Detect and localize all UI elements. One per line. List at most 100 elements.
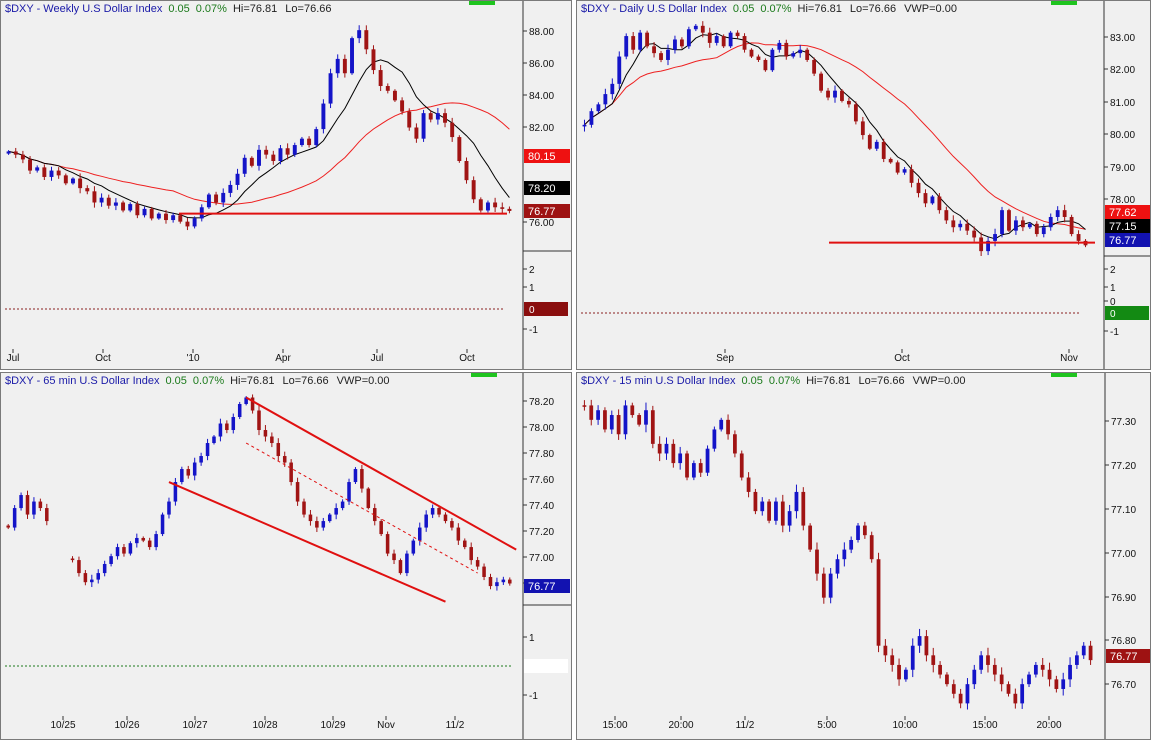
candle-body xyxy=(109,556,113,564)
candle-body xyxy=(1075,655,1079,665)
candle-body xyxy=(321,521,326,528)
candle-body xyxy=(671,443,676,464)
panel-tab[interactable] xyxy=(1051,373,1077,377)
candle-body xyxy=(456,527,461,541)
candle-body xyxy=(904,669,908,680)
weekly-chart-panel[interactable]: $DXY - Weekly U.S Dollar Index 0.05 0.07% H… xyxy=(0,0,572,370)
candle-body xyxy=(596,104,601,112)
15min-chart-panel[interactable]: $DXY - 15 min U.S Dollar Index 0.05 0.07% H… xyxy=(576,372,1151,740)
candle-body xyxy=(443,514,448,522)
candle-body xyxy=(609,415,614,430)
chart-title: $DXY - 15 min U.S Dollar Index xyxy=(581,375,736,387)
candle-body xyxy=(596,410,600,420)
fast-moving-average xyxy=(8,59,510,219)
candle-body xyxy=(673,39,677,50)
candle-body xyxy=(443,113,447,123)
candle-body xyxy=(271,154,276,162)
candle-body xyxy=(335,58,340,74)
candle-body xyxy=(951,684,956,694)
candle-body xyxy=(819,73,823,91)
candle-body xyxy=(167,501,171,515)
panel-tab[interactable] xyxy=(471,373,497,377)
65min-chart-panel[interactable]: $DXY - 65 min U.S Dollar Index 0.05 0.07% H… xyxy=(0,372,572,740)
candle-body xyxy=(1041,227,1046,235)
candle-body xyxy=(308,514,313,522)
candle-body xyxy=(944,210,949,221)
candle-body xyxy=(833,90,837,98)
candle-body xyxy=(910,645,915,670)
price-tag xyxy=(524,181,570,195)
candle-body xyxy=(192,218,197,227)
candle-body xyxy=(49,170,54,177)
candle-body xyxy=(986,655,990,665)
candle-body xyxy=(666,49,670,60)
candle-body xyxy=(482,566,486,577)
x-tick-label: Apr xyxy=(275,353,291,364)
candle-body xyxy=(32,501,36,515)
candle-body xyxy=(414,127,419,139)
candle-body xyxy=(1020,220,1025,228)
candle-body xyxy=(770,49,775,71)
candle-body xyxy=(364,30,369,50)
candle-body xyxy=(321,103,326,130)
candle-body xyxy=(366,488,371,509)
panel-tab[interactable] xyxy=(469,1,495,5)
candle-body xyxy=(679,39,684,47)
candle-body xyxy=(45,508,49,522)
candle-body xyxy=(1062,210,1067,217)
candle-body xyxy=(113,202,118,206)
x-tick-label: Nov xyxy=(1060,353,1078,364)
candle-body xyxy=(719,419,724,430)
candle-body xyxy=(508,579,512,584)
65min-chart-canvas[interactable]: 78.2078.0077.8077.6077.4077.2077.0076.80… xyxy=(1,373,571,739)
y-tick-label: 77.10 xyxy=(1111,505,1136,516)
candle-body xyxy=(430,508,435,515)
x-tick-label: Nov xyxy=(377,720,395,731)
candle-body xyxy=(979,237,984,252)
candle-body xyxy=(212,436,216,444)
sub-tick-label: 2 xyxy=(529,265,535,276)
candle-body xyxy=(801,491,806,526)
x-tick-label: Oct xyxy=(95,353,111,364)
x-tick-label: 10/27 xyxy=(182,720,207,731)
candle-body xyxy=(760,501,765,512)
y-tick-label: 77.30 xyxy=(1111,417,1136,428)
x-tick-label: 10/26 xyxy=(114,720,139,731)
price-tag-label: 76.77 xyxy=(528,581,556,593)
x-tick-label: Jul xyxy=(7,353,20,364)
lo-value: Lo=76.66 xyxy=(849,3,897,15)
y-tick-label: 76.70 xyxy=(1111,680,1136,691)
y-tick-label: 84.00 xyxy=(529,91,554,102)
candle-body xyxy=(644,410,648,425)
x-tick-label: Oct xyxy=(894,353,910,364)
candle-body xyxy=(700,25,705,33)
candle-body xyxy=(603,94,608,105)
candle-body xyxy=(787,511,792,526)
candle-body xyxy=(624,36,629,57)
fast-moving-average xyxy=(584,32,1086,240)
candle-body xyxy=(749,49,754,57)
candle-body xyxy=(733,434,737,454)
change-value: 0.05 xyxy=(741,375,763,387)
candle-body xyxy=(421,113,426,139)
zero-band xyxy=(1105,306,1149,320)
daily-chart-panel[interactable]: $DXY - Daily U.S Dollar Index 0.05 0.07% Hi… xyxy=(576,0,1151,370)
candle-body xyxy=(12,508,17,528)
candle-body xyxy=(1068,664,1072,680)
weekly-chart-canvas[interactable]: 88.00 86.00 84.00 82.00 76.00 2 1 -1 Jul Oct '10 Ap… xyxy=(1,1,571,369)
daily-chart-canvas[interactable]: 83.00 82.00 81.00 80.00 79.00 78.00 2 1 0 -1 Sep Oc… xyxy=(577,1,1150,369)
channel-upper-line xyxy=(245,396,517,551)
vwp-value: VWP=0.00 xyxy=(904,3,957,15)
sub-tick-label: 0 xyxy=(1110,297,1116,308)
candle-body xyxy=(135,537,139,544)
candle-body xyxy=(407,111,412,128)
candle-body xyxy=(38,501,43,509)
panel-tab[interactable] xyxy=(1051,1,1077,5)
x-tick-label: 11/2 xyxy=(736,720,755,731)
candle-body xyxy=(739,453,744,478)
candle-body xyxy=(686,29,691,47)
15min-chart-canvas[interactable]: 77.30 77.20 77.10 77.00 76.90 76.80 76.70 15:00… xyxy=(577,373,1150,739)
candle-body xyxy=(705,448,710,473)
candle-body xyxy=(1027,223,1032,228)
x-tick-label: 11/2 xyxy=(446,720,465,731)
